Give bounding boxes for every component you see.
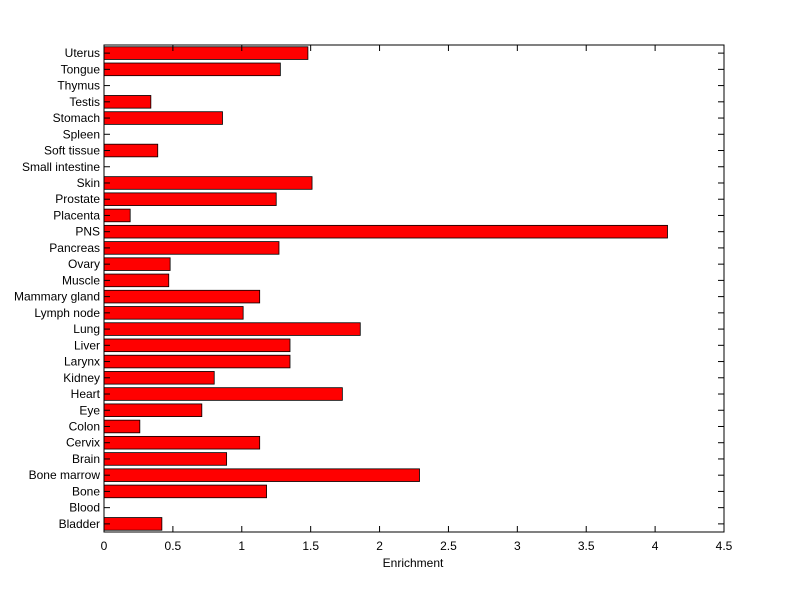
y-tick-label: Mammary gland	[14, 290, 100, 304]
bar	[103, 484, 267, 499]
x-tick-label: 0	[101, 539, 108, 553]
y-tick-label: Brain	[72, 452, 100, 466]
axes-layer: Bladder Blood Bone Bone marrow Brain Cervix Co…	[14, 44, 733, 553]
bar	[103, 517, 163, 531]
y-tick-label: Lung	[73, 322, 100, 336]
plot-background	[104, 45, 724, 532]
bar	[103, 306, 244, 320]
bar	[103, 95, 152, 109]
x-axis-label: Enrichment	[383, 556, 444, 570]
y-tick-label: Cervix	[66, 436, 100, 450]
bar	[103, 46, 309, 60]
y-tick-label: Soft tissue	[44, 144, 100, 158]
bar	[103, 143, 159, 158]
bar	[103, 322, 361, 336]
y-tick-label: Placenta	[53, 208, 100, 222]
y-tick-label: Uterus	[65, 46, 100, 60]
x-tick-label: 3.5	[578, 539, 595, 553]
x-tick-label: 1.5	[302, 539, 319, 553]
y-tick-label: Bone	[72, 484, 100, 498]
y-tick-label: Larynx	[64, 355, 100, 369]
bar	[103, 111, 223, 125]
x-tick-label: 3	[514, 539, 521, 553]
y-tick-label: Ovary	[68, 257, 100, 271]
bar	[103, 452, 228, 466]
bar	[103, 192, 277, 206]
y-tick-label: Eye	[79, 403, 100, 417]
y-tick-label: Liver	[74, 338, 100, 352]
bar	[103, 176, 313, 190]
bar	[103, 62, 281, 77]
bar	[103, 289, 261, 304]
bar	[103, 387, 343, 401]
bar	[103, 241, 280, 255]
y-tick-label: Kidney	[63, 371, 100, 385]
x-tick-label: 0.5	[165, 539, 182, 553]
x-tick-label: 4.5	[716, 539, 733, 553]
bar	[103, 224, 668, 239]
y-tick-label: Prostate	[55, 192, 100, 206]
bar	[103, 435, 261, 450]
y-tick-label: Pancreas	[49, 241, 100, 255]
y-tick-label: PNS	[75, 225, 100, 239]
y-tick-label: Heart	[71, 387, 101, 401]
bar	[103, 468, 420, 482]
bar	[103, 371, 215, 385]
y-tick-label: Bladder	[59, 517, 100, 531]
y-tick-label: Small intestine	[22, 160, 100, 174]
y-tick-label: Stomach	[53, 111, 100, 125]
bar	[103, 338, 291, 353]
y-tick-label: Bone marrow	[29, 468, 101, 482]
y-tick-label: Spleen	[63, 127, 100, 141]
x-tick-label: 1	[238, 539, 245, 553]
x-tick-label: 4	[652, 539, 659, 553]
y-tick-label: Colon	[69, 419, 100, 433]
y-tick-label: Blood	[69, 501, 100, 515]
y-tick-label: Skin	[77, 176, 100, 190]
y-tick-label: Thymus	[57, 79, 100, 93]
x-tick-label: 2.5	[440, 539, 457, 553]
bar	[103, 403, 203, 417]
axes-frame	[103, 44, 725, 533]
y-tick-label: Lymph node	[34, 306, 100, 320]
bar	[103, 354, 291, 369]
bar	[103, 257, 171, 271]
y-tick-label: Testis	[69, 95, 100, 109]
y-tick-label: Muscle	[62, 273, 100, 287]
bar	[103, 273, 170, 288]
y-tick-label: Tongue	[61, 62, 101, 76]
x-tick-label: 2	[376, 539, 383, 553]
